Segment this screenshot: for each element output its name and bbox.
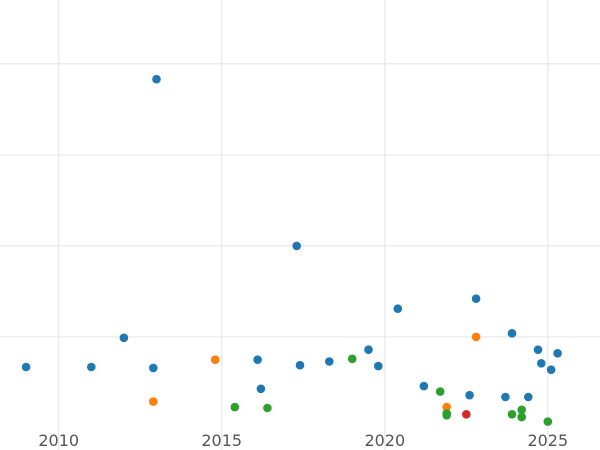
data-point-s0-13 <box>419 381 429 391</box>
data-point-s2-3 <box>435 387 445 396</box>
data-point-s1-0 <box>149 397 158 406</box>
x-tick-label-2020: 2020 <box>364 431 405 450</box>
data-point-s0-11 <box>374 361 383 371</box>
data-point-s1-2 <box>442 402 452 412</box>
data-point-s2-7 <box>517 405 526 415</box>
data-point-s0-12 <box>393 304 403 314</box>
data-point-s2-8 <box>517 412 526 422</box>
x-axis-ticks: 2010 2015 2020 2025 <box>38 431 568 450</box>
data-point-s2-1 <box>263 403 272 413</box>
data-point-s0-4 <box>152 74 161 84</box>
data-point-s0-3 <box>149 363 158 373</box>
data-point-s0-0 <box>21 362 31 372</box>
data-point-s0-5 <box>253 355 262 365</box>
data-point-s2-5 <box>442 411 452 420</box>
data-point-s2-6 <box>507 410 517 419</box>
data-points <box>21 74 562 426</box>
data-point-s2-9 <box>543 417 553 426</box>
data-point-s0-10 <box>364 345 373 355</box>
data-point-s0-20 <box>537 359 546 368</box>
data-point-s1-3 <box>471 332 481 342</box>
data-point-s0-2 <box>119 333 129 343</box>
data-point-s2-2 <box>347 354 357 364</box>
data-point-s0-15 <box>471 294 481 304</box>
x-tick-label-2025: 2025 <box>527 431 568 450</box>
data-point-s1-1 <box>210 355 220 365</box>
data-point-s3-0 <box>462 410 471 419</box>
data-point-s0-8 <box>295 360 305 370</box>
data-point-s0-6 <box>256 384 266 394</box>
x-tick-label-2010: 2010 <box>38 431 79 450</box>
data-point-s0-7 <box>292 241 302 251</box>
data-point-s0-19 <box>533 345 543 355</box>
x-tick-label-2015: 2015 <box>201 431 242 450</box>
data-point-s0-16 <box>501 392 510 402</box>
data-point-s0-17 <box>507 329 517 338</box>
data-point-s0-22 <box>553 349 562 358</box>
data-point-s0-9 <box>325 357 334 366</box>
data-point-s2-0 <box>230 402 240 412</box>
data-point-s0-14 <box>465 390 474 400</box>
data-point-s0-18 <box>524 392 533 402</box>
data-point-s0-21 <box>546 365 556 375</box>
data-point-s0-1 <box>87 362 96 372</box>
